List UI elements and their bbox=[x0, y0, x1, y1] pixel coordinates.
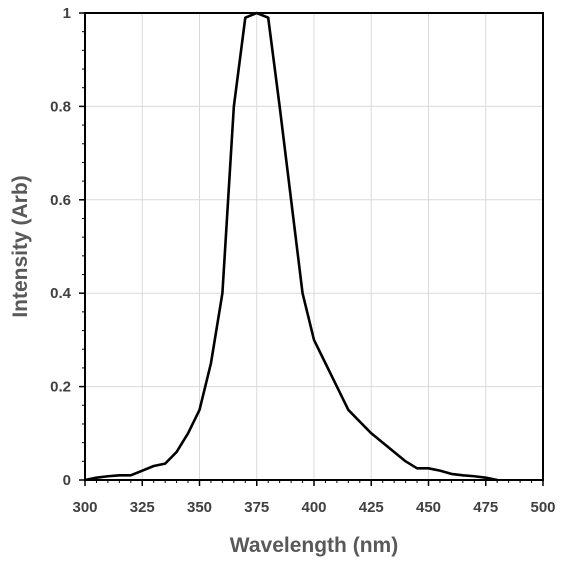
series-group bbox=[83, 11, 499, 482]
gridlines bbox=[84, 12, 544, 481]
x-tick-label: 475 bbox=[473, 499, 498, 516]
x-tick-label: 300 bbox=[72, 499, 97, 516]
x-tick-label: 375 bbox=[244, 499, 269, 516]
y-tick-label: 0.8 bbox=[50, 98, 71, 115]
y-tick-label: 0.4 bbox=[50, 285, 72, 302]
x-tick-label: 500 bbox=[530, 499, 555, 516]
x-tick-label: 350 bbox=[187, 499, 212, 516]
tick-labels: 300 325 350 375 400 425 450 475 500 0 0.2 0.4 0.6 0.8… bbox=[50, 5, 555, 516]
y-axis-title: Intensity (Arb) bbox=[9, 175, 32, 317]
y-tick-label: 0.6 bbox=[50, 192, 71, 209]
y-tick-label: 0.2 bbox=[50, 379, 71, 396]
x-tick-label: 425 bbox=[359, 499, 384, 516]
y-tick-label: 0 bbox=[63, 472, 71, 489]
series-line bbox=[83, 11, 499, 482]
x-axis-title: Wavelength (nm) bbox=[230, 534, 398, 557]
y-tick-label: 1 bbox=[63, 5, 71, 22]
x-tick-label: 325 bbox=[130, 499, 155, 516]
x-tick-label: 400 bbox=[301, 499, 326, 516]
x-tick-label: 450 bbox=[416, 499, 441, 516]
axis-ticks bbox=[79, 12, 544, 486]
